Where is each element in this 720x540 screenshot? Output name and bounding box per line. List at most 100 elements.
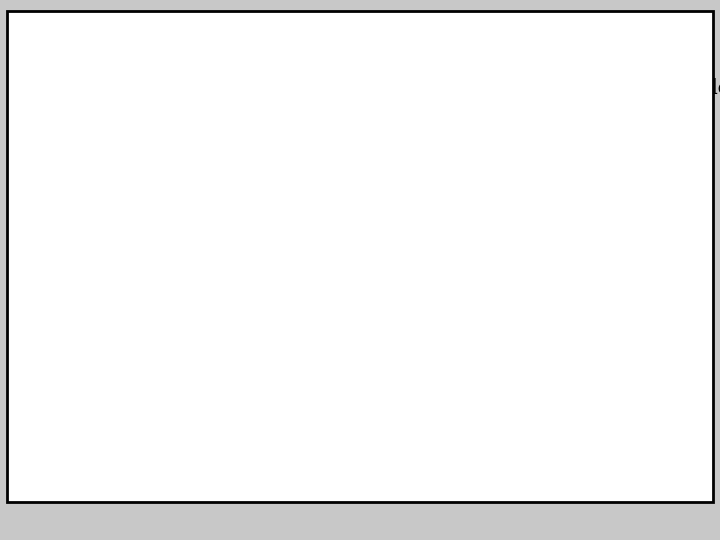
Text: Static Program
    Order: Static Program Order [81,125,161,145]
Text: •: • [171,128,181,146]
Text: ⋮: ⋮ [113,382,126,395]
Text: E: E [221,261,227,269]
FancyBboxPatch shape [217,260,230,270]
Text: # Spring 2011  lec#3  3-14-2011: # Spring 2011 lec#3 3-14-2011 [298,442,462,451]
FancyBboxPatch shape [183,260,195,270]
Text: A-O = Basic Blocks terminating with conditional
branches: A-O = Basic Blocks terminating with cond… [182,126,503,154]
Text: ⋮: ⋮ [113,231,126,244]
Text: C: C [281,240,288,248]
FancyBboxPatch shape [297,297,309,310]
Text: E: E [115,205,124,216]
FancyBboxPatch shape [228,282,240,292]
Text: H: H [114,177,125,188]
Text: D: D [114,164,125,174]
Text: J: J [214,267,217,275]
Text: NT: NT [202,224,213,232]
Text: L: L [116,328,123,339]
Text: EECC551 - Shaaban: EECC551 - Shaaban [432,410,632,428]
Text: A: A [246,218,253,226]
Text: NT: NT [261,244,271,252]
FancyBboxPatch shape [243,215,255,229]
Text: O: O [300,267,306,275]
Text: M: M [264,267,271,275]
FancyBboxPatch shape [210,282,221,292]
Text: Basic Blocks/Dynamic Execution Sequence (Trace) Example: Basic Blocks/Dynamic Execution Sequence … [30,78,720,98]
Text: ⋮: ⋮ [113,259,126,272]
FancyBboxPatch shape [102,300,137,313]
Text: NT: NT [184,244,195,252]
Text: H: H [176,267,183,275]
Text: 3rd branch: 3rd branch [436,276,491,285]
FancyBboxPatch shape [102,328,137,340]
Text: N: N [282,267,289,275]
FancyBboxPatch shape [246,297,258,310]
FancyBboxPatch shape [210,297,221,310]
Text: I: I [117,246,122,257]
Text: N: N [114,369,125,381]
Text: •: • [171,158,181,177]
Text: ⋮: ⋮ [113,341,126,354]
Text: 1st branch: 1st branch [436,233,489,242]
FancyBboxPatch shape [102,314,137,326]
FancyBboxPatch shape [260,260,272,270]
Text: trace: trace [383,167,417,180]
Text: T: T [222,244,226,252]
FancyBboxPatch shape [102,355,137,368]
FancyBboxPatch shape [279,282,291,292]
Text: A: A [115,136,124,147]
Text: M: M [113,397,126,408]
FancyBboxPatch shape [102,273,137,285]
Text: O: O [114,424,125,435]
Text: F: F [116,315,124,326]
Text: Type of branches in this example:
“If-Then-Else” branches (not loops): Type of branches in this example: “If-Th… [331,315,505,335]
FancyBboxPatch shape [194,297,205,310]
FancyBboxPatch shape [282,173,587,190]
FancyBboxPatch shape [278,238,290,250]
Text: G: G [114,356,125,367]
Text: ⋮: ⋮ [113,190,126,203]
FancyBboxPatch shape [102,177,137,189]
FancyBboxPatch shape [246,282,258,292]
Text: I: I [198,267,201,275]
FancyBboxPatch shape [262,282,273,292]
FancyBboxPatch shape [102,424,137,436]
FancyBboxPatch shape [102,218,137,230]
FancyBboxPatch shape [102,204,137,217]
FancyBboxPatch shape [336,314,500,336]
FancyBboxPatch shape [174,282,185,292]
FancyBboxPatch shape [102,369,137,381]
Text: Average Basic Block Size = 5-7 instructions: Average Basic Block Size = 5-7 instructi… [182,403,413,413]
Text: C: C [115,301,124,312]
Text: T: T [299,244,303,252]
FancyBboxPatch shape [279,297,291,310]
FancyBboxPatch shape [294,260,307,270]
FancyBboxPatch shape [262,297,273,310]
Text: K: K [114,273,125,285]
FancyBboxPatch shape [102,149,137,161]
FancyBboxPatch shape [102,163,137,176]
FancyBboxPatch shape [102,136,137,148]
Text: B: B [203,240,211,248]
Text: Trace:  Dynamic Sequence of basic blocks executed: Trace: Dynamic Sequence of basic blocks … [299,177,571,186]
Text: ⋮: ⋮ [113,286,126,299]
FancyBboxPatch shape [431,402,634,436]
Text: If all three branches are taken
the execution trace will be basic
blocks:  ACGO: If all three branches are taken the exec… [449,244,642,287]
Text: F: F [263,261,269,269]
Text: B: B [115,150,125,161]
Text: NT = Branch Not Taken
  T   = Branch Taken: NT = Branch Not Taken T = Branch Taken [196,327,332,348]
Text: D: D [186,261,193,269]
Text: The outcomes of branches determine the basic
block dynamic execution sequence or: The outcomes of branches determine the b… [182,157,492,185]
FancyBboxPatch shape [102,396,137,409]
FancyBboxPatch shape [174,297,185,310]
FancyBboxPatch shape [228,297,240,310]
Text: 2nd branch: 2nd branch [436,255,492,264]
Text: Program Control Flow Graph (CFG): Program Control Flow Graph (CFG) [182,194,410,207]
Text: ⋮: ⋮ [113,410,126,423]
FancyBboxPatch shape [201,238,213,250]
Text: J: J [117,219,122,230]
Text: T: T [282,224,287,232]
Text: G: G [297,261,305,269]
FancyBboxPatch shape [194,282,205,292]
Text: L: L [249,267,254,275]
FancyBboxPatch shape [297,282,309,292]
